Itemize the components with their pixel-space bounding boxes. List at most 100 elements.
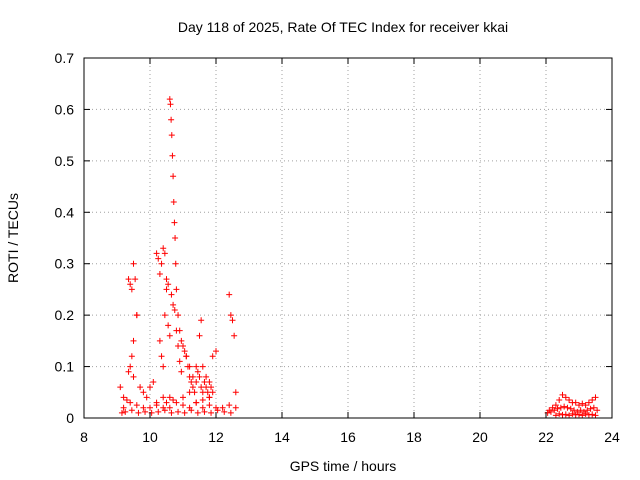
data-point [584, 407, 591, 414]
data-point [589, 411, 596, 418]
data-point [168, 116, 175, 123]
data-point [592, 412, 599, 419]
data-point [170, 301, 177, 308]
data-point [582, 410, 589, 417]
y-tick-label: 0 [66, 410, 74, 426]
data-point [167, 101, 174, 108]
data-point [125, 368, 132, 375]
data-point [219, 404, 226, 411]
data-point [173, 327, 180, 334]
data-point [140, 389, 147, 396]
data-point [567, 405, 574, 412]
data-point [556, 410, 563, 417]
data-point [155, 255, 162, 262]
data-point [590, 404, 597, 411]
data-point [169, 152, 176, 159]
data-point [178, 337, 185, 344]
y-tick-label: 0.7 [55, 50, 75, 66]
data-point [232, 404, 239, 411]
data-point [198, 317, 205, 324]
data-point [161, 407, 168, 414]
data-point [180, 402, 186, 409]
data-point [147, 404, 153, 411]
data-point [165, 322, 172, 329]
data-point [128, 286, 135, 293]
data-point [184, 363, 191, 370]
data-point [552, 402, 559, 409]
x-tick-label: 10 [142, 429, 158, 445]
data-point [178, 368, 185, 375]
data-point [170, 397, 177, 403]
data-point [561, 403, 568, 410]
x-axis-ticks: 8 10 12 14 16 18 20 22 24 [80, 58, 620, 445]
data-point [176, 358, 183, 365]
data-point [572, 411, 579, 418]
data-point [130, 337, 137, 344]
data-point [203, 373, 210, 380]
data-point [206, 402, 213, 409]
data-point [556, 397, 563, 403]
data-point [125, 276, 132, 283]
y-tick-label: 0.5 [55, 153, 75, 169]
data-point [166, 394, 173, 401]
data-point [170, 173, 177, 180]
data-point [576, 411, 582, 418]
x-tick-label: 8 [80, 429, 88, 445]
x-tick-label: 12 [208, 429, 224, 445]
data-point [156, 337, 163, 344]
data-points [117, 96, 601, 419]
data-point [127, 363, 134, 370]
data-point [142, 408, 149, 415]
x-tick-label: 22 [538, 429, 554, 445]
data-point [566, 412, 573, 419]
data-point [166, 332, 173, 339]
data-point [123, 397, 130, 403]
data-point [226, 291, 233, 298]
data-point [585, 411, 592, 418]
data-point [166, 404, 173, 411]
data-point [231, 332, 238, 339]
data-point [163, 286, 170, 293]
data-point [196, 332, 203, 339]
data-point [194, 368, 201, 375]
data-point [163, 399, 170, 406]
data-point [181, 348, 188, 355]
data-point [160, 245, 167, 252]
data-point [547, 408, 554, 415]
data-point [170, 199, 177, 205]
data-point [133, 312, 140, 319]
data-point [163, 276, 170, 283]
data-point [158, 260, 165, 267]
data-point [140, 404, 147, 411]
data-point [214, 407, 221, 414]
data-point [156, 271, 163, 277]
data-point [572, 399, 579, 406]
data-point [175, 312, 182, 319]
data-point [562, 394, 569, 401]
data-point [566, 397, 573, 403]
y-tick-label: 0.6 [55, 101, 75, 117]
data-point [579, 412, 586, 419]
data-point [227, 409, 234, 416]
data-point [183, 353, 190, 360]
data-point [582, 402, 589, 409]
data-point [188, 407, 195, 414]
data-point [171, 307, 178, 313]
data-point [229, 317, 236, 324]
data-point [193, 363, 200, 370]
data-point [180, 394, 186, 401]
data-point [208, 384, 215, 391]
data-point [172, 235, 179, 241]
data-point [158, 353, 165, 360]
data-point [173, 286, 180, 293]
x-tick-label: 24 [604, 429, 620, 445]
data-point [172, 260, 179, 267]
data-point [143, 394, 150, 401]
data-point [594, 407, 601, 414]
x-tick-label: 16 [340, 429, 356, 445]
data-point [221, 408, 228, 415]
data-point [199, 363, 206, 370]
data-point [166, 96, 173, 103]
